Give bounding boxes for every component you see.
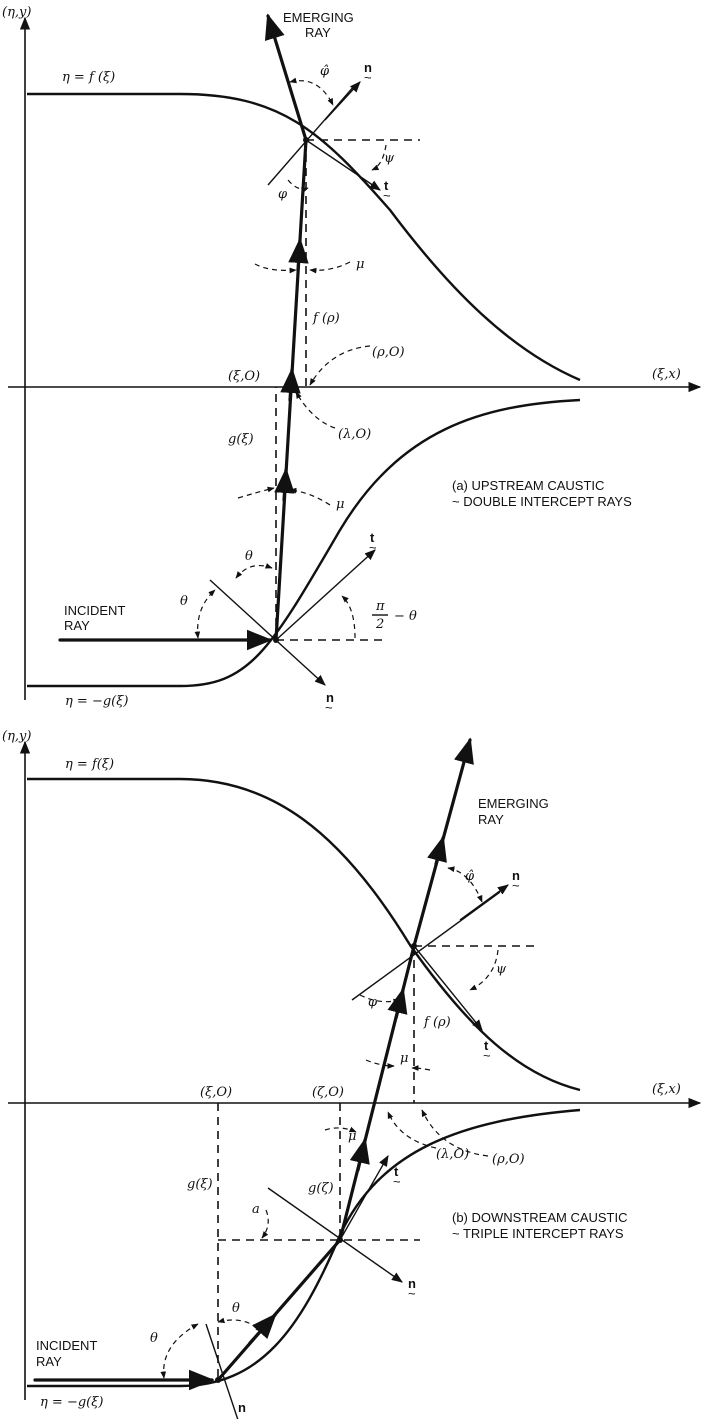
t-vector-bottom-a: t (370, 530, 375, 545)
xi-point-a: (ξ,O) (228, 369, 260, 384)
psi-b: ψ (496, 962, 507, 977)
g-xi-a: g(ξ) (228, 432, 254, 447)
normal-top-a (267, 84, 356, 186)
x-axis-label-b: (ξ,x) (652, 1082, 681, 1097)
emerging-ray-a (264, 13, 308, 142)
upper-curve-label-a: η = f (ξ) (62, 70, 115, 85)
upper-curve-b (27, 777, 581, 1092)
lower-curve-a (27, 398, 581, 688)
t-vector-mid-b: t (394, 1164, 399, 1179)
svg-text:~: ~ (369, 540, 377, 555)
lower-curve-label-a: η = −g(ξ) (65, 694, 128, 709)
phi-hat-a: φ̂ (320, 64, 330, 79)
svg-text:~: ~ (325, 700, 333, 715)
n-vector-mid-b: n (408, 1276, 416, 1291)
svg-text:~: ~ (364, 70, 372, 85)
n-vector-top-a: n (364, 60, 372, 75)
mu-lower-b: μ (348, 1129, 356, 1144)
y-axis-label-a: (η,y) (2, 5, 31, 20)
phi-hat-b: φ̂ (465, 869, 475, 884)
caption-b-2: ~ TRIPLE INTERCEPT RAYS (452, 1226, 624, 1241)
t-vector-top-b: t (484, 1038, 489, 1053)
svg-text:~: ~ (408, 1286, 416, 1301)
lambda-point-b: (λ,O) (436, 1147, 469, 1162)
panel-a: (η,y) (ξ,x) η = f (ξ) η = −g(ξ) INCIDENT… (2, 5, 702, 715)
lambda-point-a: (λ,O) (338, 427, 371, 442)
xi-point-b: (ξ,O) (200, 1085, 232, 1100)
emerging-label-b-1: EMERGING (478, 796, 549, 811)
incident-label-b-1: INCIDENT (36, 1338, 97, 1353)
upper-curve-a (27, 92, 581, 382)
svg-text:~: ~ (483, 1048, 491, 1063)
theta-upper-b: θ (232, 1301, 240, 1316)
n-vector-bottom-b: n (238, 1400, 246, 1415)
tangent-bottom-a (275, 549, 376, 641)
caption-b-1: (b) DOWNSTREAM CAUSTIC (452, 1210, 628, 1225)
g-xi-b: g(ξ) (187, 1177, 213, 1192)
panel-b: (η,y) (ξ,x) η = f(ξ) η = −g(ξ) INCIDENT … (2, 729, 702, 1419)
emerging-label-b-2: RAY (478, 812, 504, 827)
t-vector-top-a: t (384, 178, 389, 193)
incident-label-a-1: INCIDENT (64, 603, 125, 618)
mu-lower-a: μ (336, 497, 344, 512)
normal-bottom-a (209, 579, 326, 686)
zeta-point-b: (ζ,O) (312, 1085, 344, 1100)
f-rho-a: f (ρ) (312, 311, 340, 326)
g-zeta-b: g(ζ) (308, 1181, 334, 1196)
caption-a-2: ~ DOUBLE INTERCEPT RAYS (452, 494, 632, 509)
n-vector-bottom-a: n (326, 690, 334, 705)
alpha-b: a (252, 1202, 260, 1217)
svg-text:~: ~ (393, 1174, 401, 1189)
upper-curve-label-b: η = f(ξ) (65, 757, 114, 772)
caption-a-1: (a) UPSTREAM CAUSTIC (452, 478, 604, 493)
theta-upper-a: θ (245, 549, 253, 564)
mu-upper-a: μ (356, 257, 364, 272)
tangent-top-a (305, 139, 381, 191)
incident-label-b-2: RAY (36, 1354, 62, 1369)
lower-curve-label-b: η = −g(ξ) (40, 1395, 103, 1410)
incident-label-a-2: RAY (64, 618, 90, 633)
phi-a: φ (278, 187, 288, 202)
x-axis-label-a: (ξ,x) (652, 367, 681, 382)
f-rho-b: f (ρ) (423, 1015, 451, 1030)
n-vector-top-b: n (512, 868, 520, 883)
psi-a: ψ (384, 151, 395, 166)
phi-b: φ (368, 995, 378, 1010)
y-axis-label-b: (η,y) (2, 729, 31, 744)
pi2-rest-a: − θ (394, 609, 417, 624)
rho-point-a: (ρ,O) (372, 345, 405, 360)
refracted-ray-b-1 (216, 1238, 342, 1382)
theta-lower-a: θ (180, 594, 188, 609)
theta-lower-b: θ (150, 1331, 158, 1346)
rho-point-b: (ρ,O) (492, 1152, 525, 1167)
emerging-label-a-1: EMERGING (283, 10, 354, 25)
svg-text:~: ~ (383, 188, 391, 203)
svg-text:~: ~ (512, 878, 520, 893)
pi2-num-a: π (375, 599, 385, 614)
pi2-den-a: 2 (375, 617, 384, 632)
mu-upper-b: μ (400, 1051, 408, 1066)
emerging-label-a-2: RAY (305, 25, 331, 40)
